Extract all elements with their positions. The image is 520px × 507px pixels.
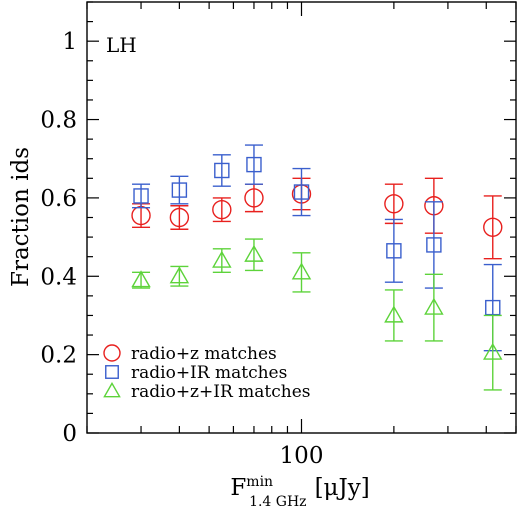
data-point-square <box>214 162 230 179</box>
x-tick-label: 100 <box>280 443 324 469</box>
series-square <box>132 144 502 352</box>
data-point-square <box>246 156 262 173</box>
data-point-square <box>105 365 119 379</box>
y-tick-label: 0 <box>62 421 77 447</box>
x-axis-label: Fmin 1.4 GHz [μJy] <box>230 474 369 507</box>
data-point-circle <box>244 188 264 208</box>
x-axis-label-base: F <box>230 475 246 501</box>
x-axis-label-sub: 1.4 GHz <box>249 494 306 507</box>
data-point-square <box>171 182 188 198</box>
data-point-square <box>426 237 442 253</box>
data-point-triangle <box>212 250 232 268</box>
series-triangle <box>131 238 503 391</box>
data-point-triangle <box>103 381 121 398</box>
y-axis-label: Fraction ids <box>8 147 34 287</box>
data-point-triangle <box>384 305 404 323</box>
data-point-square <box>133 188 149 204</box>
y-tick-labels: 0 0.2 0.4 0.6 0.8 1 <box>40 29 77 447</box>
y-tick-label: 0.2 <box>40 343 77 369</box>
legend-label: radio+z+IR matches <box>131 382 311 402</box>
data-point-triangle <box>291 262 312 280</box>
x-tick-labels: 100 <box>280 443 324 469</box>
data-point-circle <box>169 207 190 228</box>
axis-ticks <box>86 1 517 434</box>
y-tick-label: 0.6 <box>40 186 77 212</box>
data-point-triangle <box>169 266 190 284</box>
data-point-triangle <box>424 297 444 315</box>
legend-label: radio+IR matches <box>131 363 287 383</box>
data-point-circle <box>212 199 232 220</box>
series-layer <box>131 144 503 391</box>
series-circle <box>131 177 503 260</box>
data-point-square <box>386 243 402 259</box>
data-point-circle <box>483 217 503 237</box>
data-point-circle <box>384 194 404 214</box>
data-point-triangle <box>131 270 151 288</box>
y-tick-label: 0.4 <box>40 264 77 290</box>
data-point-circle <box>103 344 121 362</box>
data-point-triangle <box>244 244 264 262</box>
legend-label: radio+z matches <box>131 344 277 364</box>
data-point-triangle <box>483 342 503 360</box>
panel-label: LH <box>106 33 137 57</box>
data-point-square <box>485 299 501 316</box>
y-tick-label: 1 <box>62 29 77 55</box>
data-point-square <box>293 184 310 200</box>
x-axis-label-unit: [μJy] <box>315 475 370 501</box>
y-tick-label: 0.8 <box>40 108 77 134</box>
x-axis-label-sup: min <box>246 474 273 490</box>
